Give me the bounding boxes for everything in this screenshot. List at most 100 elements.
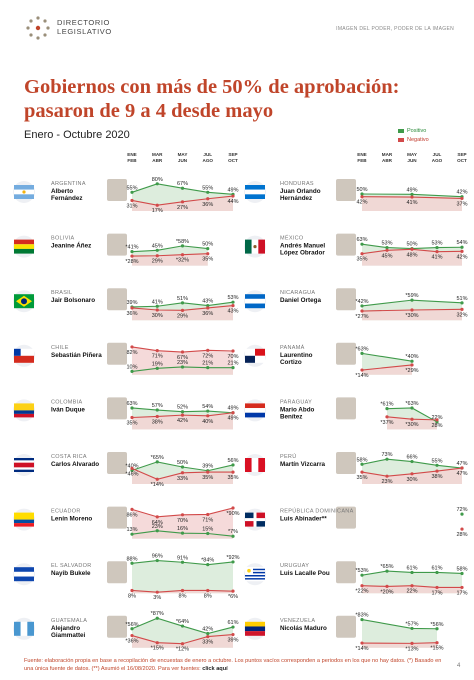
flag-stripe [14, 462, 34, 468]
negative-point [435, 418, 439, 422]
negative-value-label: 33% [202, 640, 213, 646]
leader-name: Carlos Alvarado [51, 461, 99, 468]
positive-value-label: 53% [227, 295, 238, 301]
positive-value-label: 10% [126, 364, 137, 370]
legend-positive-label: Positivo [407, 127, 427, 134]
subtitle: Enero - Octubre 2020 [24, 129, 130, 141]
positive-value-label: 22% [431, 415, 442, 421]
negative-value-label: *36% [125, 639, 138, 645]
leader-photo [336, 342, 356, 365]
month-label: MAY [178, 152, 188, 157]
country-name: COSTA RICA [51, 454, 87, 460]
negative-point [460, 466, 464, 470]
negative-area [362, 642, 437, 648]
negative-point [231, 194, 235, 198]
positive-value-label: *65% [380, 564, 393, 570]
positive-value-label: 47% [456, 461, 467, 467]
positive-point [180, 624, 185, 628]
flag-stripe [14, 244, 34, 249]
leader-photo [336, 561, 356, 584]
negative-point [206, 634, 210, 639]
negative-value-label: 8% [179, 593, 187, 599]
negative-value-label: *37% [380, 420, 393, 426]
positive-value-label: 55% [431, 458, 442, 464]
flag-stripe [245, 298, 265, 304]
positive-value-label: 51% [456, 296, 467, 302]
positive-value-label: 67% [177, 181, 188, 187]
negative-value-label: 29% [177, 313, 188, 319]
sources-link[interactable]: click aquí [202, 665, 228, 672]
negative-value-label: 8% [204, 593, 212, 599]
negative-area [362, 249, 462, 266]
footer-note: Fuente: elaboración propia en base a rec… [24, 658, 444, 673]
negative-value-label: 23% [381, 479, 392, 485]
negative-value-label: *90% [226, 511, 239, 517]
month-label: OCT [457, 158, 467, 163]
negative-value-label: *15% [430, 646, 443, 652]
negative-value-label: 36% [126, 311, 137, 317]
negative-value-label: 36% [202, 202, 213, 208]
month-label: FEB [127, 158, 137, 163]
positive-point [410, 626, 414, 631]
leader-photo [336, 233, 356, 256]
flag-stripe [245, 626, 265, 632]
flag-stripe [255, 355, 265, 363]
negative-area [132, 253, 208, 266]
positive-point [435, 570, 439, 575]
flag-stripe [245, 303, 265, 309]
flag-stripe [14, 621, 21, 636]
negative-point [155, 308, 159, 312]
legend-negative-label: Negativo [407, 136, 429, 143]
flag-stripe [245, 568, 265, 571]
positive-point [460, 301, 464, 305]
logo-line1: DIRECTORIO [57, 18, 110, 27]
positive-point [460, 571, 464, 576]
flag-stripe [14, 519, 34, 524]
country-name: CHILE [51, 345, 69, 351]
negative-point [360, 641, 364, 645]
flag-stripe [245, 412, 265, 418]
positive-point [460, 245, 464, 249]
positive-point [385, 407, 389, 411]
positive-value-label: 57% [152, 403, 163, 409]
positive-value-label: 91% [177, 555, 188, 561]
positive-value-label: 72% [456, 507, 467, 513]
negative-point [155, 590, 159, 594]
negative-point [435, 641, 439, 645]
month-label: MAY [407, 152, 417, 157]
negative-value-label: 35% [227, 475, 238, 481]
negative-point [206, 414, 210, 418]
negative-point [130, 588, 134, 593]
leader-photo [336, 288, 356, 311]
negative-value-label: 44% [227, 199, 238, 205]
flag-stripe [14, 523, 34, 527]
negative-value-label: 17% [456, 590, 467, 596]
flag-stripe [256, 521, 265, 527]
negative-point [231, 589, 235, 593]
title-line2: pasaron de 9 a 4 desde mayo [24, 100, 274, 122]
positive-value-label: 51% [177, 296, 188, 302]
month-label: JUL [203, 152, 212, 157]
negative-value-label: 41% [406, 200, 417, 206]
positive-value-label: 73% [381, 452, 392, 458]
positive-point [155, 558, 159, 563]
header: DIRECTORIO LEGISLATIVO IMAGEN DEL PODER,… [24, 12, 454, 52]
negative-point [130, 633, 134, 638]
flag-stripe [245, 571, 265, 574]
month-label: AGO [203, 158, 214, 163]
negative-value-label: 17% [152, 208, 163, 214]
positive-point [360, 617, 364, 622]
positive-point [385, 245, 389, 250]
positive-point [435, 245, 439, 250]
flag-stripe [245, 579, 265, 582]
negative-point [206, 252, 210, 256]
leader-name: Sebastián Piñera [51, 352, 102, 359]
negative-value-label: 35% [356, 257, 367, 263]
negative-point [410, 584, 414, 588]
month-label: MAR [152, 152, 163, 157]
negative-value-label: *15% [151, 646, 164, 652]
month-label: AGO [432, 158, 443, 163]
flag-stripe [14, 512, 34, 520]
negative-point [130, 306, 134, 310]
